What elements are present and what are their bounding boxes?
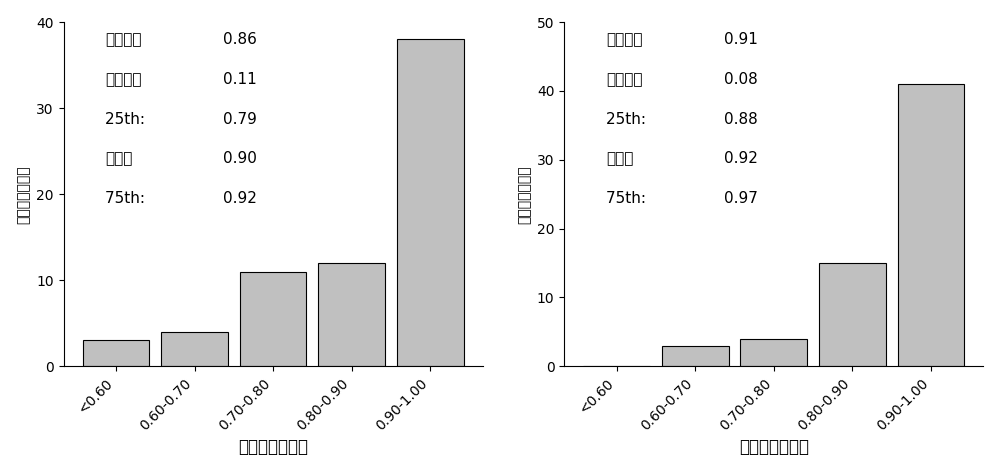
Text: 75th:: 75th: — [606, 191, 656, 206]
Text: 0.08: 0.08 — [724, 72, 757, 87]
Text: 中値：: 中値： — [606, 151, 634, 166]
Text: 0.90: 0.90 — [223, 151, 257, 166]
Text: 0.92: 0.92 — [223, 191, 257, 206]
Bar — [662, 346, 729, 366]
X-axis label: 不施磷相对产量: 不施磷相对产量 — [739, 438, 809, 456]
Text: 0.88: 0.88 — [724, 112, 757, 127]
Text: 25th:: 25th: — [105, 112, 155, 127]
Bar — [240, 272, 306, 366]
Y-axis label: 观察数量（个）: 观察数量（个） — [17, 165, 31, 224]
Bar — [397, 39, 464, 366]
Text: 75th:: 75th: — [105, 191, 155, 206]
Text: 0.79: 0.79 — [223, 112, 257, 127]
Text: 0.91: 0.91 — [724, 33, 757, 47]
Bar — [819, 263, 886, 366]
Text: 0.92: 0.92 — [724, 151, 757, 166]
Text: 25th:: 25th: — [606, 112, 656, 127]
Bar — [161, 332, 228, 366]
Text: 中値：: 中値： — [105, 151, 133, 166]
Bar — [898, 84, 964, 366]
Bar — [83, 341, 149, 366]
Text: 平均値：: 平均値： — [105, 33, 142, 47]
Text: 标准差：: 标准差： — [105, 72, 142, 87]
Text: 平均値：: 平均値： — [606, 33, 643, 47]
Bar — [740, 339, 807, 366]
Text: 标准差：: 标准差： — [606, 72, 643, 87]
Y-axis label: 观察数量（个）: 观察数量（个） — [517, 165, 531, 224]
X-axis label: 不施氮相对产量: 不施氮相对产量 — [238, 438, 308, 456]
Text: 0.11: 0.11 — [223, 72, 257, 87]
Text: 0.86: 0.86 — [223, 33, 257, 47]
Bar — [318, 263, 385, 366]
Text: 0.97: 0.97 — [724, 191, 757, 206]
